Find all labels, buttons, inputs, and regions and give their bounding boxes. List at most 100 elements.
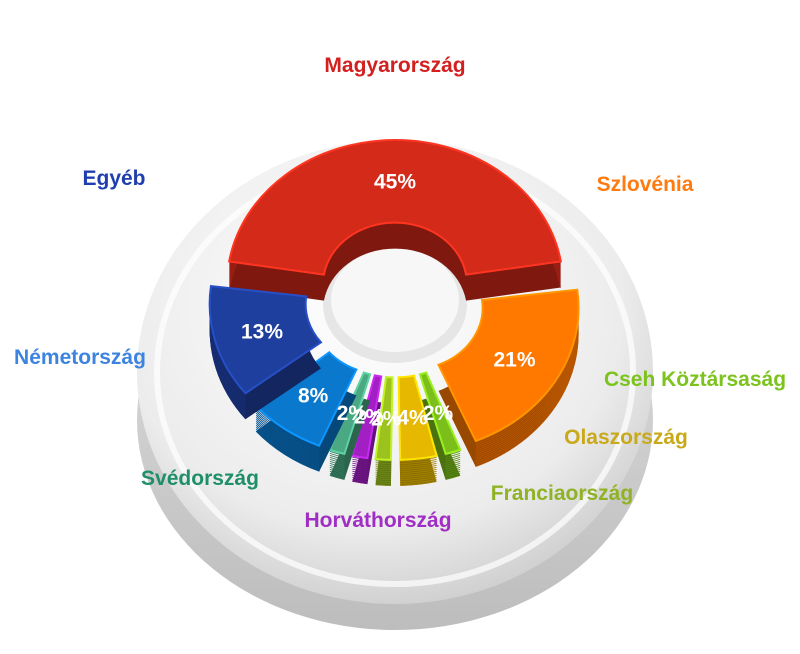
slice-edge-franciaorszag <box>375 484 391 486</box>
slice-edge-olaszorszag <box>400 462 437 468</box>
value-label-egyeb: 13% <box>241 321 283 344</box>
slice-edge-horvathorszag <box>352 462 368 467</box>
slice-edge-horvathorszag <box>352 468 368 473</box>
slice-edge-franciaorszag <box>375 480 391 482</box>
slice-egyeb <box>208 284 323 420</box>
slice-edge-cseh-koztarsasag <box>445 452 461 458</box>
slice-edge-svedorszag <box>329 460 345 466</box>
slice-edge-horvathorszag <box>352 470 368 475</box>
slice-edge-horvathorszag <box>352 472 368 477</box>
slice-edge-svedorszag <box>329 456 345 462</box>
slice-top-franciaorszag <box>374 375 394 461</box>
slice-cseh-koztarsasag <box>418 371 462 480</box>
slice-edge-olaszorszag <box>400 464 437 470</box>
value-label-magyarorszag: 45% <box>374 170 416 193</box>
slice-edge-franciaorszag <box>375 468 391 470</box>
category-label-horvathorszag: Horváthország <box>304 509 451 532</box>
slice-edge-cseh-koztarsasag <box>445 458 461 464</box>
slice-franciaorszag <box>374 375 394 486</box>
slice-edge-horvathorszag <box>352 476 368 481</box>
slice-edge-svedorszag <box>329 458 345 464</box>
value-labels: 45%21%2%4%2%2%2%8%13% <box>241 170 536 430</box>
slice-edge-cseh-koztarsasag <box>445 454 461 460</box>
category-label-egyeb: Egyéb <box>82 167 145 190</box>
slice-edge-cseh-koztarsasag <box>445 474 461 480</box>
slice-edge-horvathorszag <box>352 464 368 469</box>
category-label-olaszorszag: Olaszország <box>564 426 688 449</box>
slice-edge-franciaorszag <box>375 472 391 474</box>
slice-edge-franciaorszag <box>375 470 391 472</box>
value-label-cseh-koztarsasag: 2% <box>423 402 454 425</box>
slice-edge-cseh-koztarsasag <box>445 462 461 468</box>
slice-szlovenia <box>437 288 580 467</box>
slice-edge-olaszorszag <box>400 470 437 476</box>
slice-edge-franciaorszag <box>375 464 391 466</box>
slice-edge-svedorszag <box>329 474 345 480</box>
slice-edge-franciaorszag <box>375 482 391 484</box>
slice-edge-svedorszag <box>329 470 345 476</box>
slice-edge-cseh-koztarsasag <box>445 470 461 476</box>
slice-edge-svedorszag <box>329 454 345 460</box>
slice-edge-franciaorszag <box>375 474 391 476</box>
slice-edge-cseh-koztarsasag <box>445 460 461 466</box>
slice-svedorszag <box>328 371 372 480</box>
slice-edge-svedorszag <box>329 466 345 472</box>
slice-top-horvathorszag <box>351 374 383 460</box>
slice-edge-svedorszag <box>329 468 345 474</box>
slice-edge-horvathorszag <box>352 474 368 479</box>
slice-edge-olaszorszag <box>400 478 437 484</box>
category-label-szlovenia: Szlovénia <box>597 173 694 196</box>
slice-edge-franciaorszag <box>375 462 391 464</box>
slice-edge-olaszorszag <box>400 476 437 482</box>
slice-edge-olaszorszag <box>400 460 437 466</box>
slice-edge-svedorszag <box>329 464 345 470</box>
slice-edge-cseh-koztarsasag <box>445 456 461 462</box>
slice-edge-svedorszag <box>329 452 345 458</box>
slice-edge-cseh-koztarsasag <box>445 464 461 470</box>
slice-magyarorszag <box>227 139 563 301</box>
category-label-franciaorszag: Franciaország <box>491 482 633 505</box>
value-label-nemetorszag: 8% <box>298 385 329 408</box>
category-label-cseh-koztarsasag: Cseh Köztársaság <box>604 368 786 391</box>
slice-top-olaszorszag <box>397 374 438 461</box>
slice-edge-horvathorszag <box>352 458 368 463</box>
slice-edge-olaszorszag <box>400 456 437 462</box>
slice-olaszorszag <box>397 374 438 486</box>
category-label-magyarorszag: Magyarország <box>324 54 465 77</box>
slice-top-szlovenia <box>437 288 580 443</box>
slice-edge-horvathorszag <box>352 480 368 485</box>
slice-edge-horvathorszag <box>352 478 368 483</box>
slice-edge-franciaorszag <box>375 460 391 462</box>
slice-horvathorszag <box>351 374 383 485</box>
value-label-franciaorszag: 2% <box>371 407 402 430</box>
slice-edge-olaszorszag <box>400 480 437 486</box>
slice-edge-cseh-koztarsasag <box>445 472 461 478</box>
slice-edge-franciaorszag <box>375 466 391 468</box>
slice-top-cseh-koztarsasag <box>418 371 462 456</box>
slice-top-svedorszag <box>328 371 372 456</box>
slice-edge-svedorszag <box>329 462 345 468</box>
category-label-nemetorszag: Németország <box>14 346 146 369</box>
chart-slices <box>208 139 580 486</box>
slice-edge-cseh-koztarsasag <box>445 466 461 472</box>
slice-edge-franciaorszag <box>375 476 391 478</box>
slice-edge-horvathorszag <box>352 466 368 471</box>
slice-top-magyarorszag <box>227 139 563 276</box>
slice-edge-franciaorszag <box>375 478 391 480</box>
slice-top-egyeb <box>208 284 323 395</box>
slice-edge-horvathorszag <box>352 456 368 461</box>
slice-edge-olaszorszag <box>400 458 437 464</box>
slice-edge-olaszorszag <box>400 472 437 478</box>
slice-edge-cseh-koztarsasag <box>445 468 461 474</box>
value-label-horvathorszag: 2% <box>354 406 385 429</box>
slice-edge-olaszorszag <box>400 474 437 480</box>
slice-edge-horvathorszag <box>352 460 368 465</box>
slice-edge-cseh-koztarsasag <box>445 450 461 456</box>
slice-edge-svedorszag <box>329 450 345 456</box>
value-label-olaszorszag: 4% <box>397 407 428 430</box>
slice-edge-svedorszag <box>329 472 345 478</box>
slice-edge-olaszorszag <box>400 468 437 474</box>
value-label-svedorszag: 2% <box>337 402 368 425</box>
category-label-svedorszag: Svédország <box>141 467 259 490</box>
